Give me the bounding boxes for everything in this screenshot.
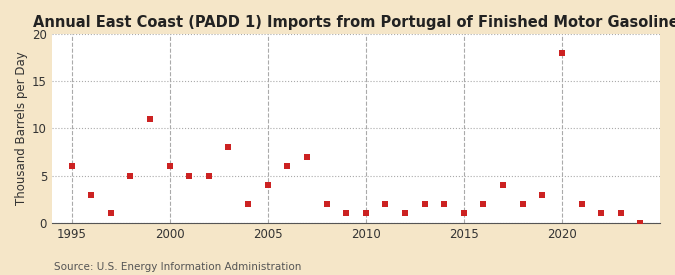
Point	[616, 211, 626, 216]
Text: Source: U.S. Energy Information Administration: Source: U.S. Energy Information Administ…	[54, 262, 301, 272]
Point	[419, 202, 430, 206]
Point	[380, 202, 391, 206]
Point	[105, 211, 116, 216]
Point	[243, 202, 254, 206]
Point	[66, 164, 77, 168]
Point	[537, 192, 547, 197]
Point	[263, 183, 273, 187]
Point	[302, 155, 313, 159]
Y-axis label: Thousand Barrels per Day: Thousand Barrels per Day	[15, 51, 28, 205]
Point	[439, 202, 450, 206]
Point	[321, 202, 332, 206]
Point	[556, 51, 567, 55]
Point	[478, 202, 489, 206]
Point	[517, 202, 528, 206]
Point	[125, 174, 136, 178]
Point	[184, 174, 194, 178]
Point	[596, 211, 607, 216]
Title: Annual East Coast (PADD 1) Imports from Portugal of Finished Motor Gasoline: Annual East Coast (PADD 1) Imports from …	[33, 15, 675, 30]
Point	[223, 145, 234, 150]
Point	[282, 164, 293, 168]
Point	[360, 211, 371, 216]
Point	[86, 192, 97, 197]
Point	[497, 183, 508, 187]
Point	[458, 211, 469, 216]
Point	[144, 117, 155, 121]
Point	[164, 164, 175, 168]
Point	[203, 174, 214, 178]
Point	[341, 211, 352, 216]
Point	[635, 221, 646, 225]
Point	[400, 211, 410, 216]
Point	[576, 202, 587, 206]
